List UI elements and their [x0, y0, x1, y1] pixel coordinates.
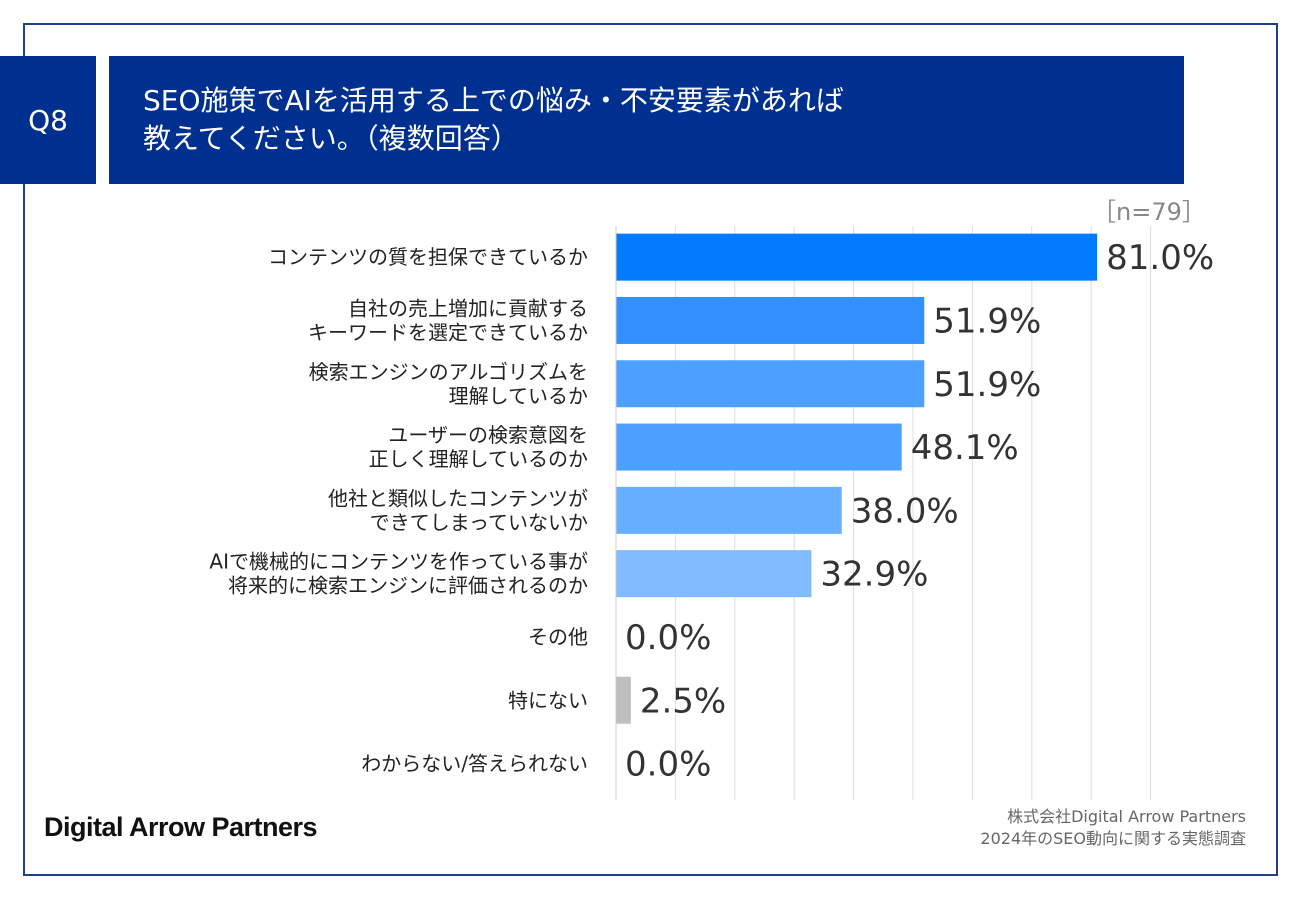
category-label: 他社と類似したコンテンツが	[328, 486, 588, 510]
bar	[616, 423, 902, 471]
source-line-2: 2024年のSEO動向に関する実態調査	[980, 829, 1246, 848]
value-label: 0.0%	[625, 618, 711, 658]
category-label: ユーザーの検索意図を	[388, 423, 588, 447]
bar	[616, 360, 925, 408]
value-label: 2.5%	[640, 681, 726, 721]
category-label: 自社の売上増加に貢献する	[348, 296, 588, 320]
bar	[616, 676, 631, 724]
category-label: その他	[528, 625, 588, 649]
question-number: Q8	[0, 56, 96, 184]
bar	[616, 296, 925, 344]
category-label: キーワードを選定できているか	[308, 320, 588, 344]
value-label: 32.9%	[820, 555, 928, 595]
value-label: 81.0%	[1106, 238, 1214, 278]
category-label: AIで機械的にコンテンツを作っている事が	[209, 550, 588, 574]
bar	[616, 550, 812, 598]
value-label: 51.9%	[933, 301, 1041, 341]
category-label: 正しく理解しているのか	[369, 447, 588, 471]
category-label: できてしまっていないか	[370, 510, 588, 534]
sample-size: ［n=79］	[1092, 198, 1206, 226]
category-label: 特にない	[508, 688, 588, 712]
value-label: 38.0%	[851, 491, 959, 531]
category-label: 将来的に検索エンジンに評価されるのか	[228, 574, 588, 598]
source-note: 株式会社Digital Arrow Partners 2024年のSEO動向に関…	[980, 806, 1246, 850]
value-label: 0.0%	[625, 745, 711, 785]
category-label: 理解しているか	[449, 384, 588, 408]
bar	[616, 233, 1098, 281]
category-label: わからない/答えられない	[361, 752, 588, 776]
bar	[616, 486, 842, 534]
value-label: 48.1%	[911, 428, 1019, 468]
chart-frame	[23, 23, 1278, 876]
source-line-1: 株式会社Digital Arrow Partners	[1007, 807, 1246, 826]
value-label: 51.9%	[933, 365, 1041, 405]
question-title: SEO施策でAIを活用する上での悩み・不安要素があれば 教えてください。（複数回…	[109, 56, 1184, 184]
category-label: コンテンツの質を担保できているか	[268, 245, 588, 269]
company-logo: Digital Arrow Partners	[44, 812, 318, 842]
category-label: 検索エンジンのアルゴリズムを	[309, 360, 588, 384]
